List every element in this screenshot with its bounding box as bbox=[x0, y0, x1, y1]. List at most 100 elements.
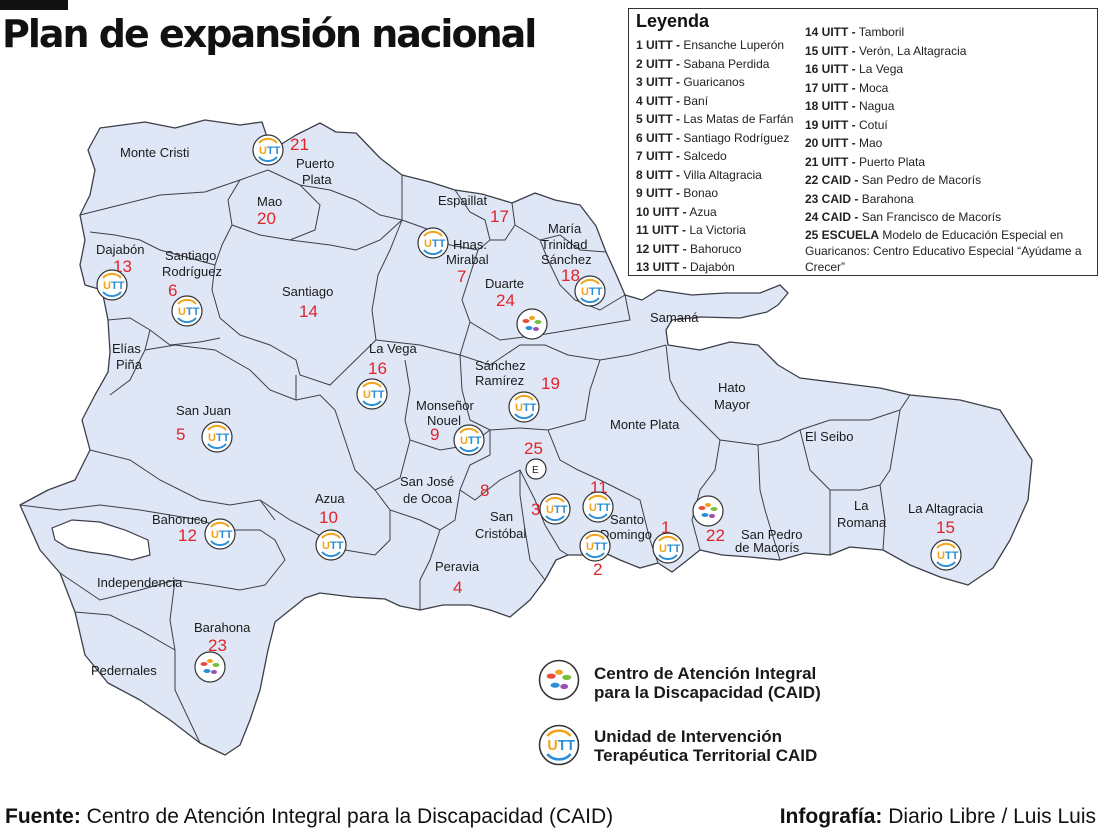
legend-item: 1 UITT - Ensanche Luperón bbox=[636, 38, 785, 52]
key-uitt-line2: Terapéutica Territorial CAID bbox=[594, 746, 818, 765]
key-caid-line2: para la Discapacidad (CAID) bbox=[594, 683, 821, 702]
uitt-markers: U TT U TT U TT U TT U TT U TT U TT U TT U TT U TT … bbox=[96, 134, 962, 571]
center-number: 21 bbox=[290, 135, 309, 154]
svg-text:TT: TT bbox=[945, 550, 959, 562]
center-number: 14 bbox=[299, 302, 318, 321]
province-label: La Vega bbox=[369, 341, 417, 356]
legend-item: 22 CAID - San Pedro de Macorís bbox=[805, 173, 982, 187]
province-label: Nouel bbox=[427, 413, 461, 428]
credit-label: Infografía: bbox=[779, 805, 883, 828]
province-label: Hnas. bbox=[453, 237, 487, 252]
province-label: Rodríguez bbox=[162, 264, 222, 279]
province-label: Elías bbox=[112, 341, 141, 356]
legend-column-1: 1 UITT - Ensanche Luperón 2 UITT - Saban… bbox=[636, 36, 793, 277]
svg-text:U: U bbox=[515, 402, 523, 414]
key-caid: Centro de Atención Integral para la Disc… bbox=[594, 664, 821, 702]
province-label: Mao bbox=[257, 194, 282, 209]
province-label: La bbox=[854, 498, 869, 513]
escuela-icon: E bbox=[525, 458, 547, 480]
center-number: 24 bbox=[496, 291, 515, 310]
province-label: La Altagracia bbox=[908, 501, 984, 516]
uitt-icon: U TT bbox=[204, 518, 236, 550]
province-label: Cristóbal bbox=[475, 526, 526, 541]
svg-text:U: U bbox=[547, 738, 557, 754]
uitt-icon: U TT bbox=[201, 421, 233, 453]
province-label: Independencia bbox=[97, 575, 183, 590]
svg-text:U: U bbox=[259, 145, 267, 157]
source-label: Fuente: bbox=[5, 805, 81, 828]
svg-text:TT: TT bbox=[267, 145, 281, 157]
center-number: 10 bbox=[319, 508, 338, 527]
province-label: Plata bbox=[302, 172, 332, 187]
key-caid-line1: Centro de Atención Integral bbox=[594, 664, 817, 683]
province-label: Mayor bbox=[714, 397, 751, 412]
uitt-icon: U TT bbox=[453, 424, 485, 456]
uitt-icon: U TT bbox=[171, 295, 203, 327]
key-uitt: Unidad de Intervención Terapéutica Terri… bbox=[594, 727, 817, 765]
uitt-icon: U TT bbox=[579, 530, 611, 562]
svg-text:U: U bbox=[424, 238, 432, 250]
legend-item: 20 UITT - Mao bbox=[805, 136, 883, 150]
footer-source: Fuente: Centro de Atención Integral para… bbox=[5, 805, 613, 829]
svg-text:U: U bbox=[322, 540, 330, 552]
svg-text:TT: TT bbox=[216, 432, 230, 444]
svg-text:TT: TT bbox=[111, 280, 125, 292]
uitt-icon: U TT bbox=[539, 493, 571, 525]
center-number: 9 bbox=[430, 425, 439, 444]
caid-icon bbox=[692, 495, 724, 527]
uitt-icon: U TT bbox=[315, 529, 347, 561]
province-label: Duarte bbox=[485, 276, 524, 291]
province-label: San Juan bbox=[176, 403, 231, 418]
legend-item: 3 UITT - Guaricanos bbox=[636, 75, 745, 89]
key-uitt-icon: U TT bbox=[538, 724, 580, 766]
province-label: San Pedro bbox=[741, 527, 802, 542]
legend-column-2: 14 UITT - Tamboril 15 UITT - Verón, La A… bbox=[805, 23, 1093, 275]
svg-text:U: U bbox=[208, 432, 216, 444]
province-label: Hato bbox=[718, 380, 745, 395]
svg-text:TT: TT bbox=[523, 402, 537, 414]
uitt-icon: U TT bbox=[417, 227, 449, 259]
svg-text:TT: TT bbox=[468, 435, 482, 447]
svg-text:U: U bbox=[581, 286, 589, 298]
center-number: 17 bbox=[490, 207, 509, 226]
center-number: 18 bbox=[561, 266, 580, 285]
province-label: de Macorís bbox=[735, 540, 800, 555]
center-number: 25 bbox=[524, 439, 543, 458]
legend-item: 4 UITT - Baní bbox=[636, 93, 709, 108]
legend-item: 21 UITT - Puerto Plata bbox=[805, 154, 926, 169]
map-title: Plan de expansión nacional bbox=[2, 12, 537, 56]
province-label: Azua bbox=[315, 491, 345, 506]
province-label: Santo bbox=[610, 512, 644, 527]
caid-icon bbox=[194, 651, 226, 683]
province-label: Romana bbox=[837, 515, 887, 530]
province-labels: Monte Cristi Puerto Plata Mao Espaillat … bbox=[91, 145, 984, 678]
center-number: 8 bbox=[480, 481, 489, 500]
province-label: Santiago bbox=[165, 248, 216, 263]
key-uitt-line1: Unidad de Intervención bbox=[594, 727, 782, 746]
legend-item: 11 UITT - La Victoria bbox=[636, 223, 746, 237]
source-text: Centro de Atención Integral para la Disc… bbox=[86, 805, 614, 828]
province-label: Santiago bbox=[282, 284, 333, 299]
legend-item: 17 UITT - Moca bbox=[805, 80, 889, 95]
svg-text:U: U bbox=[546, 504, 554, 516]
svg-text:TT: TT bbox=[558, 738, 576, 754]
province-label: Monseñor bbox=[416, 398, 474, 413]
svg-text:U: U bbox=[211, 529, 219, 541]
center-number: 5 bbox=[176, 425, 185, 444]
center-number: 20 bbox=[257, 209, 276, 228]
center-number: 12 bbox=[178, 526, 197, 545]
center-number: 4 bbox=[453, 578, 462, 597]
footer-credit: Infografía: Diario Libre / Luis Luis bbox=[780, 805, 1096, 829]
svg-text:U: U bbox=[178, 306, 186, 318]
province-label: Mirabal bbox=[446, 252, 489, 267]
legend-item: 2 UITT - Sabana Perdida bbox=[636, 56, 770, 71]
svg-text:TT: TT bbox=[589, 286, 603, 298]
province-label: Sánchez bbox=[541, 252, 592, 267]
svg-text:TT: TT bbox=[371, 389, 385, 401]
center-number: 22 bbox=[706, 526, 725, 545]
center-number: 19 bbox=[541, 374, 560, 393]
key-caid-icon bbox=[538, 659, 580, 701]
province-label: Peravia bbox=[435, 559, 480, 574]
svg-text:TT: TT bbox=[330, 540, 344, 552]
